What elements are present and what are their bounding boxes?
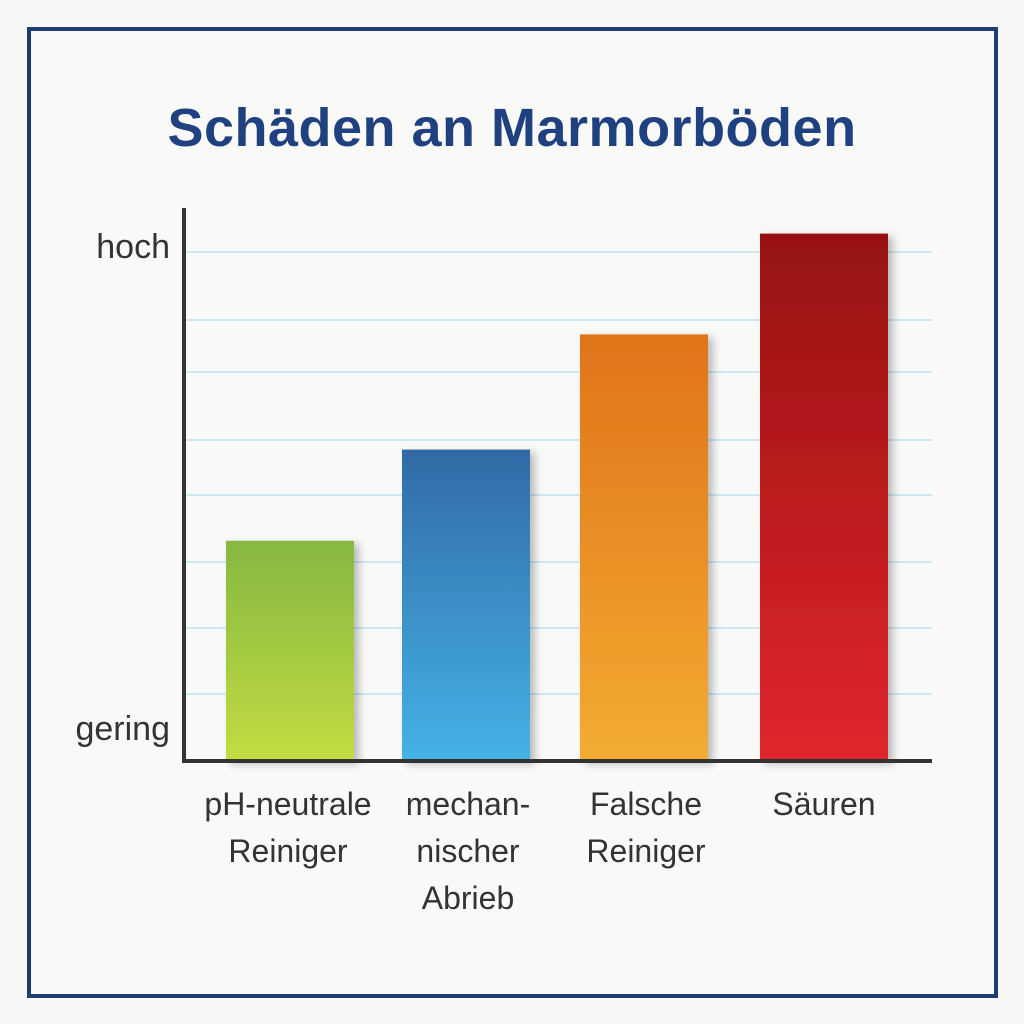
category-label: Falsche Reiniger [586, 786, 706, 869]
axes [182, 208, 932, 763]
category-label: pH-neutrale Reiniger [204, 786, 371, 869]
bars [226, 233, 888, 762]
chart-title: Schäden an Marmorböden [167, 98, 857, 158]
y-tick-labels: gering hoch [75, 228, 170, 748]
category-label: mechan-nischer Abrieb [406, 786, 531, 916]
y-tick-label: gering [75, 710, 170, 748]
bar [760, 233, 888, 762]
category-labels: pH-neutrale Reiniger mechan-nischer Abrieb F… [204, 786, 875, 916]
y-tick-label: hoch [96, 228, 170, 266]
bar [226, 540, 354, 761]
bar [580, 334, 708, 761]
category-label: Säuren [772, 786, 875, 822]
bar [402, 449, 530, 761]
